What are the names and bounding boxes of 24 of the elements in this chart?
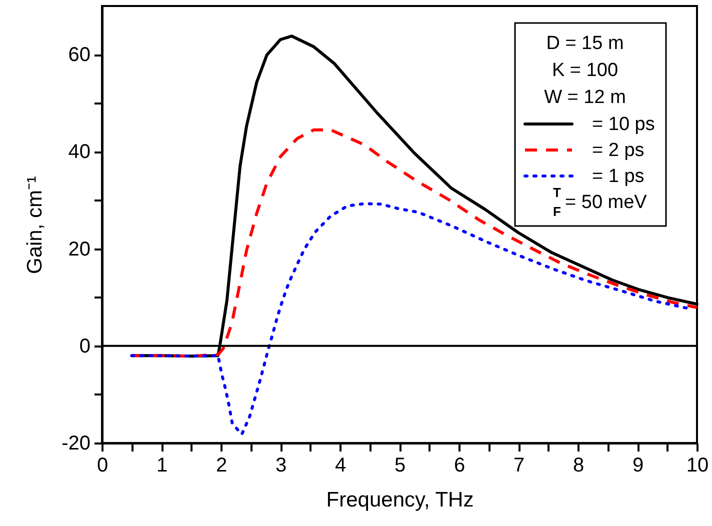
x-tick-label: 3 <box>275 454 287 476</box>
legend-label: = 2 ps <box>592 140 644 161</box>
x-tick-label: 6 <box>454 454 466 476</box>
legend-label: = 1 ps <box>592 166 644 187</box>
x-tick-label: 7 <box>513 454 525 476</box>
x-tick-label: 0 <box>96 454 108 476</box>
x-tick-label: 8 <box>572 454 584 476</box>
x-tick-label: 10 <box>686 454 709 476</box>
x-tick-label: 5 <box>394 454 406 476</box>
x-tick-label: 9 <box>632 454 644 476</box>
y-tick-label: 0 <box>79 335 90 358</box>
x-tick-label: 2 <box>216 454 228 476</box>
y-tick-label: -20 <box>62 432 90 454</box>
legend-label: = 10 ps <box>592 114 655 135</box>
y-tick-label: 20 <box>68 238 90 260</box>
annotation: D = 15 m <box>546 33 624 54</box>
x-axis-title: Frequency, THz <box>326 488 474 512</box>
x-tick-label: 4 <box>334 454 346 476</box>
y-axis-title: Gain, cm⁻¹ <box>24 176 47 274</box>
y-tick-label: 40 <box>68 141 90 164</box>
annotation: W = 12 m <box>544 87 626 108</box>
annotation: K = 100 <box>552 60 618 81</box>
y-tick-label: 60 <box>68 44 90 66</box>
x-tick-label: 1 <box>156 454 168 476</box>
